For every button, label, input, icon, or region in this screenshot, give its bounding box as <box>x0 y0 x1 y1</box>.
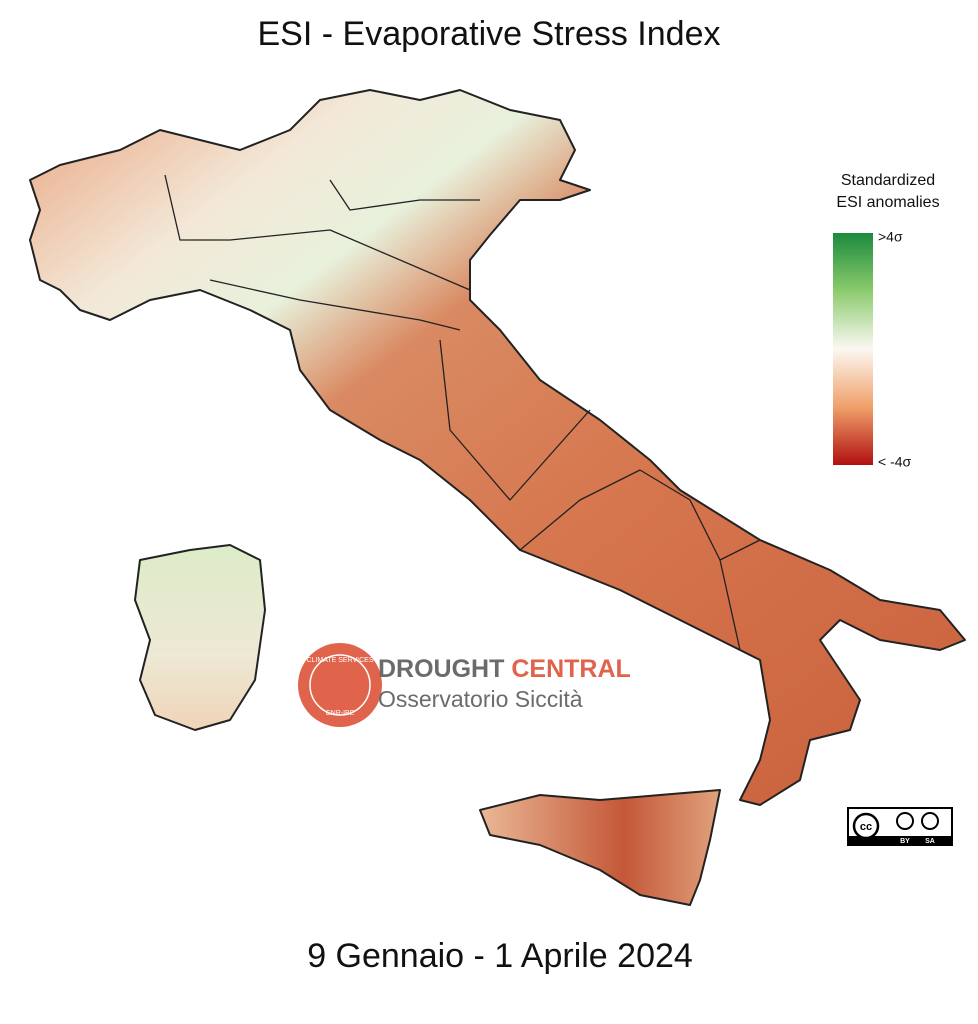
logo-name-dark: DROUGHT <box>378 655 504 683</box>
legend-min-label: < -4σ <box>878 454 912 470</box>
sa-text: SA <box>925 838 935 845</box>
logo: CLIMATE SERVICES CNR-IBE DROUGHT CENTRAL… <box>298 643 631 727</box>
legend: Standardized ESI anomalies >4σ < -4σ <box>833 172 940 470</box>
map <box>29 89 966 906</box>
date-range: 9 Gennaio - 1 Aprile 2024 <box>307 937 693 975</box>
legend-title: ESI anomalies <box>836 194 939 211</box>
sardinia <box>134 544 266 731</box>
logo-ring-text: CNR-IBE <box>326 710 355 717</box>
legend-max-label: >4σ <box>878 229 903 245</box>
color-scale <box>833 233 873 465</box>
by-icon <box>896 812 914 830</box>
mainland <box>29 89 966 806</box>
by-text: BY <box>900 838 910 845</box>
license-bar <box>848 836 952 845</box>
logo-ring <box>309 654 371 716</box>
region-borders <box>164 174 761 661</box>
logo-name: DROUGHT CENTRAL <box>378 655 631 683</box>
cc-text: cc <box>860 821 872 833</box>
logo-subtitle: Osservatorio Siccità <box>378 686 583 712</box>
sicily <box>479 789 721 906</box>
sa-icon <box>921 812 939 830</box>
logo-name-accent: CENTRAL <box>511 655 630 683</box>
cc-icon <box>852 812 880 840</box>
legend-title: Standardized <box>841 172 935 189</box>
map-title: ESI - Evaporative Stress Index <box>258 15 721 53</box>
logo-ring-text: CLIMATE SERVICES <box>306 657 373 664</box>
license-badge: cc BY SA <box>847 807 953 846</box>
